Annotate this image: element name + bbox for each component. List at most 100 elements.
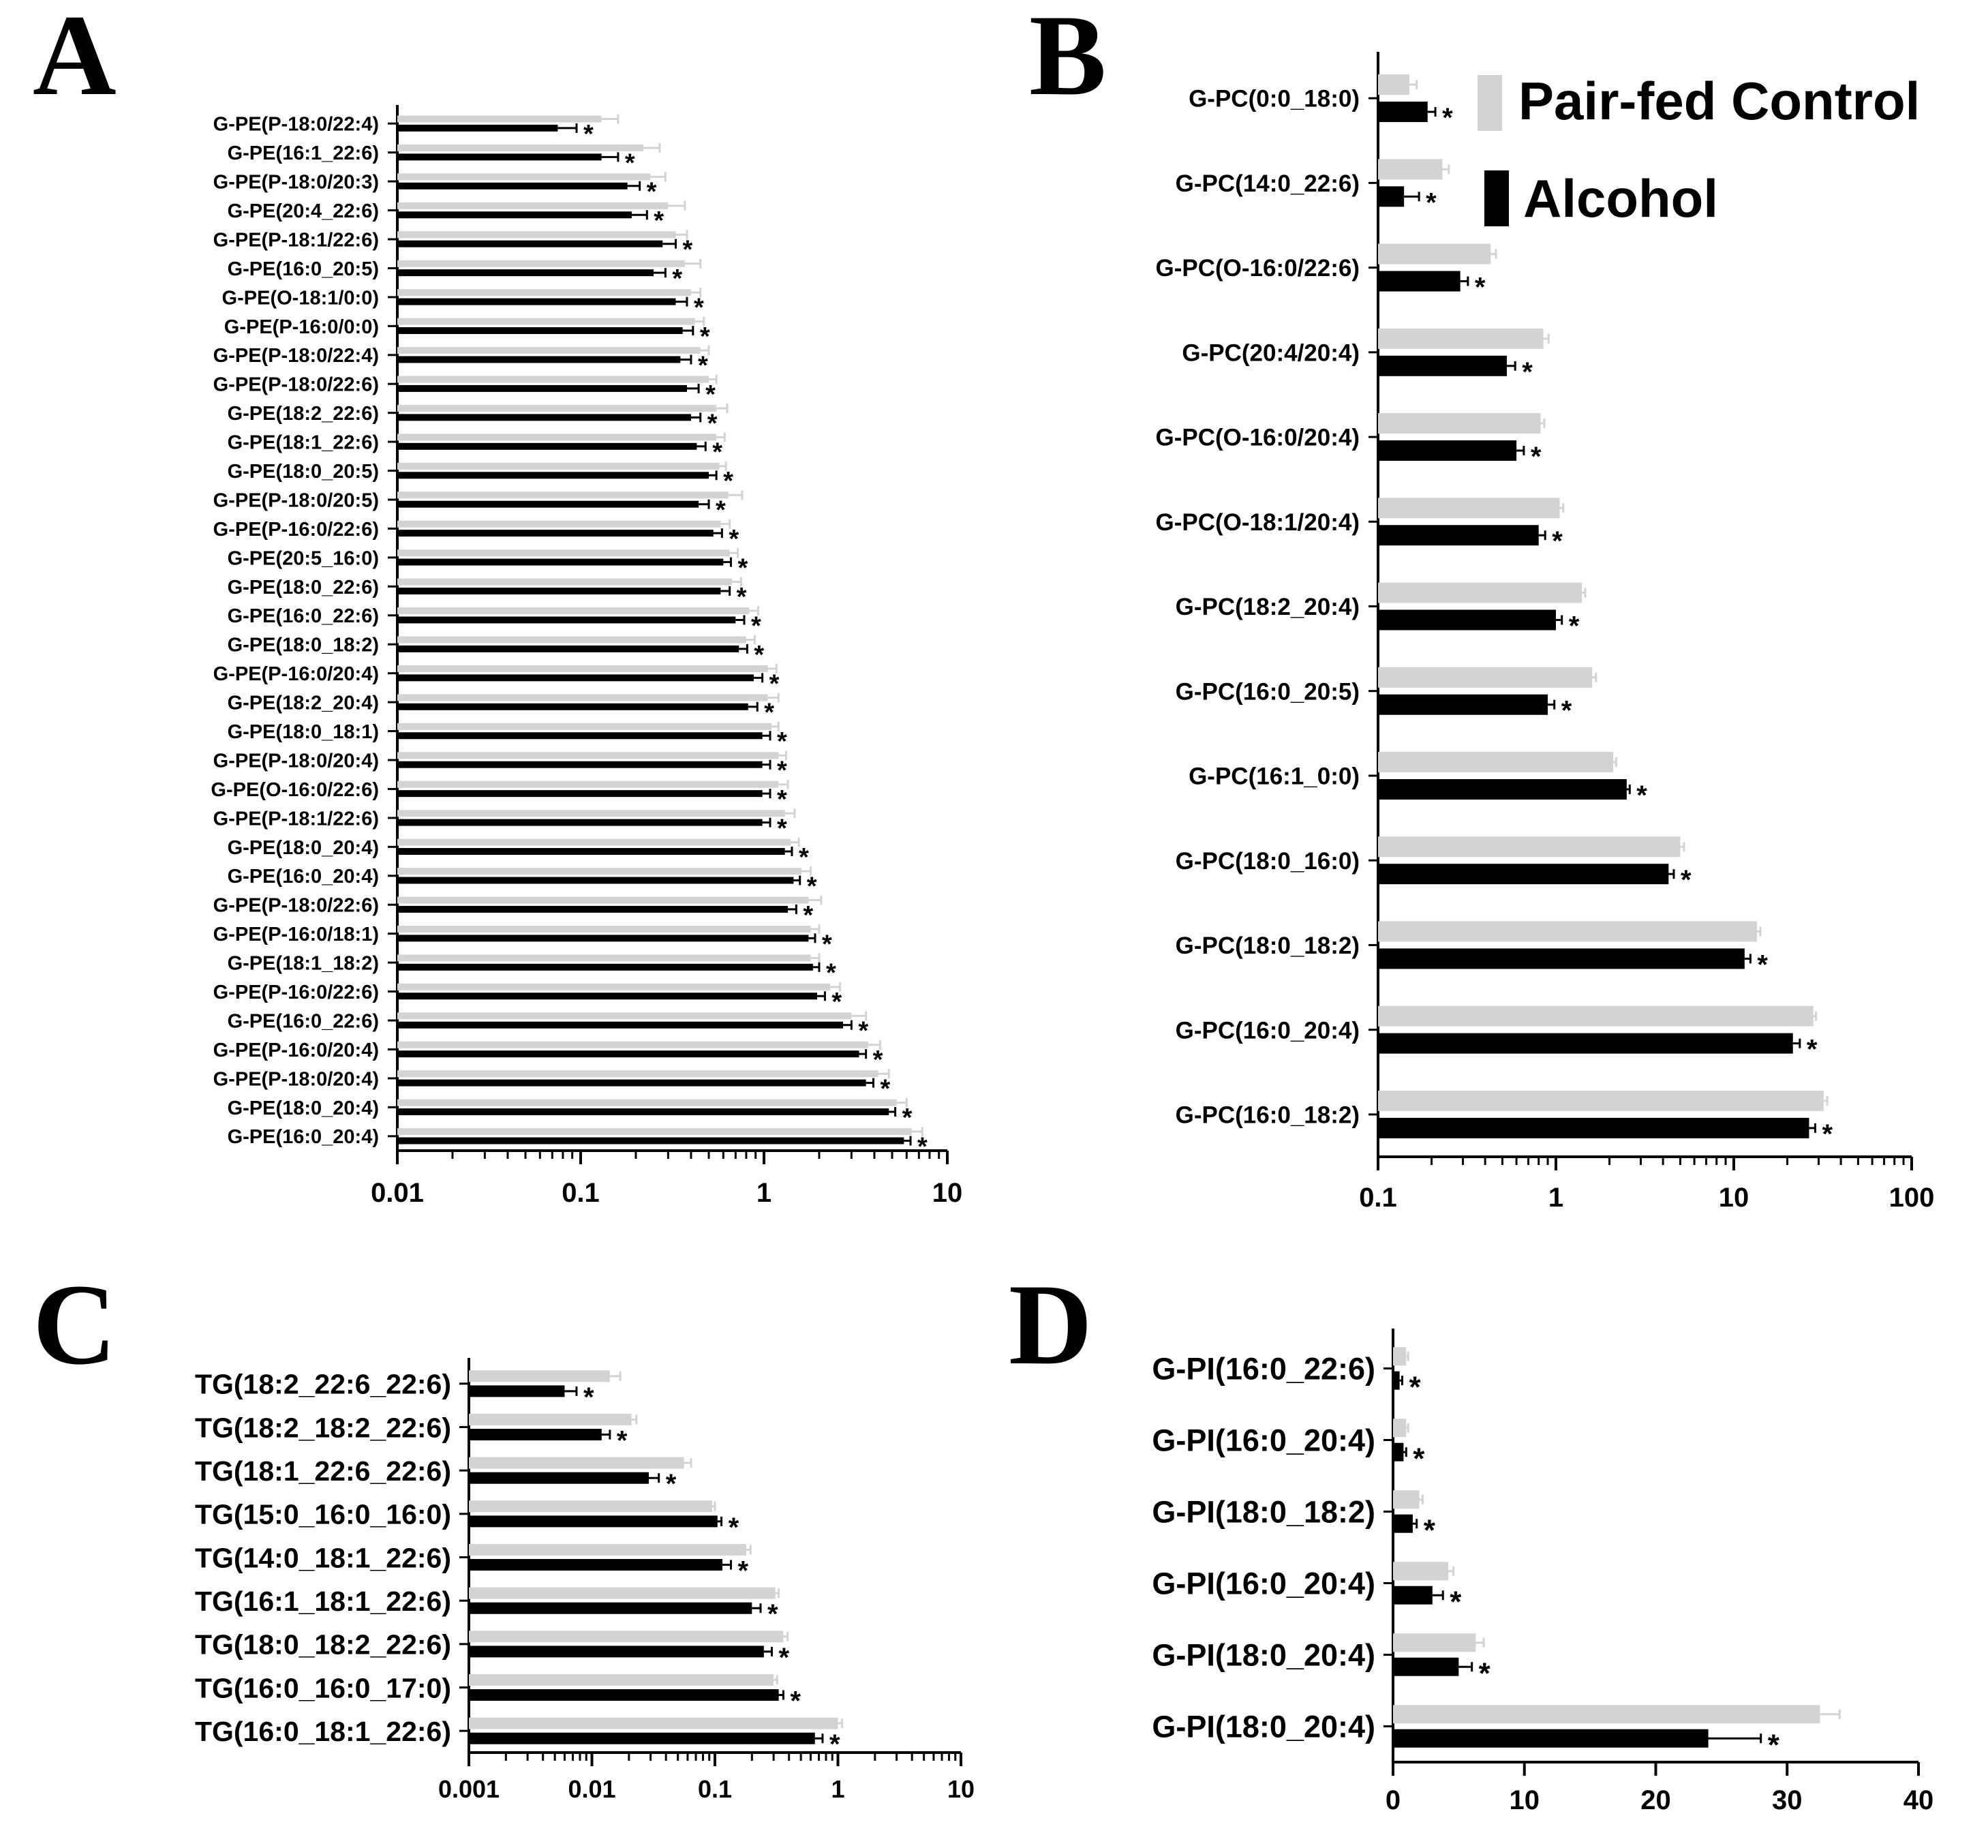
- significance-star: *: [1409, 1370, 1421, 1404]
- significance-star: *: [625, 149, 635, 177]
- panel-label-c: C: [33, 1260, 117, 1389]
- x-tick-label: 10: [1510, 1785, 1540, 1815]
- bar-control: [1378, 836, 1681, 858]
- bar-alcohol: [1378, 694, 1548, 715]
- bar-control: [397, 665, 768, 672]
- category-label: G-PE(18:0_20:5): [228, 461, 379, 483]
- significance-star: *: [1822, 1119, 1833, 1149]
- x-tick-label: 1: [756, 1178, 771, 1208]
- bar-alcohol: [397, 500, 699, 508]
- significance-star: *: [694, 293, 704, 322]
- category-label: TG(18:2_18:2_22:6): [195, 1412, 451, 1443]
- bar-alcohol: [469, 1385, 565, 1397]
- bar-alcohol: [397, 211, 632, 219]
- bar-alcohol: [397, 182, 628, 190]
- category-label: G-PC(16:0_18:2): [1176, 1102, 1360, 1128]
- significance-star: *: [583, 120, 594, 149]
- category-label: G-PE(P-18:0/22:4): [213, 114, 379, 136]
- category-label: G-PE(18:0_18:2): [228, 635, 379, 656]
- bar-alcohol: [397, 732, 763, 740]
- bar-control: [397, 1128, 912, 1136]
- significance-star: *: [723, 467, 733, 496]
- bar-alcohol: [1378, 440, 1517, 461]
- x-tick-label: 0.1: [562, 1178, 600, 1208]
- significance-star: *: [1807, 1035, 1818, 1065]
- significance-star: *: [777, 814, 787, 843]
- bar-alcohol: [397, 616, 736, 624]
- significance-star: *: [738, 1556, 749, 1586]
- bar-control: [397, 723, 772, 730]
- category-label: G-PE(18:0_22:6): [228, 577, 379, 599]
- bar-alcohol: [397, 993, 818, 1000]
- bar-control: [1378, 74, 1409, 95]
- bar-control: [1378, 159, 1443, 180]
- category-label: G-PE(P-18:0/22:6): [213, 374, 379, 396]
- significance-star: *: [647, 178, 657, 207]
- bar-alcohol: [397, 153, 602, 161]
- bar-alcohol: [397, 356, 681, 363]
- category-label: G-PC(16:1_0:0): [1189, 763, 1360, 790]
- significance-star: *: [707, 409, 718, 438]
- x-tick-label: 0: [1386, 1785, 1401, 1815]
- category-label: G-PE(16:0_20:5): [228, 258, 379, 280]
- bar-control: [397, 462, 720, 470]
- significance-star: *: [803, 901, 813, 930]
- significance-star: *: [777, 727, 787, 756]
- significance-star: *: [829, 1729, 840, 1759]
- significance-star: *: [799, 843, 809, 872]
- category-label: G-PE(18:1_22:6): [228, 432, 379, 454]
- category-label: G-PC(O-16:0/22:6): [1155, 255, 1360, 282]
- x-tick-label: 1: [831, 1775, 844, 1803]
- category-label: G-PC(20:4/20:4): [1182, 339, 1360, 366]
- bar-control: [397, 983, 831, 990]
- category-label: G-PE(18:0_20:4): [228, 837, 379, 859]
- bar-alcohol: [397, 269, 654, 277]
- significance-star: *: [778, 1643, 789, 1673]
- bar-control: [1378, 243, 1491, 264]
- significance-star: *: [698, 351, 708, 380]
- x-tick-label: 10: [947, 1775, 975, 1803]
- bar-control: [397, 1012, 852, 1020]
- category-label: TG(18:0_18:2_22:6): [195, 1629, 451, 1661]
- bar-control: [397, 781, 779, 788]
- bar-alcohol: [397, 935, 809, 942]
- significance-star: *: [873, 1046, 883, 1074]
- significance-star: *: [777, 785, 787, 814]
- bar-control: [469, 1717, 838, 1729]
- bar-control: [1393, 1705, 1820, 1724]
- panel-label-d: D: [1009, 1260, 1092, 1389]
- bar-alcohol: [469, 1602, 752, 1614]
- bar-alcohol: [1378, 525, 1539, 546]
- bar-control: [469, 1413, 632, 1425]
- bar-alcohol: [397, 877, 794, 884]
- bar-alcohol: [1378, 778, 1627, 800]
- category-label: G-PE(P-16:0/20:4): [213, 663, 379, 685]
- category-label: G-PI(16:0_20:4): [1152, 1423, 1375, 1458]
- significance-star: *: [858, 1017, 868, 1046]
- bar-control: [469, 1587, 776, 1599]
- bar-alcohol: [1378, 864, 1669, 885]
- category-label: G-PE(18:1_18:2): [228, 953, 379, 975]
- panel-c-chart: 0.001 0.01 0.1 1 10 TG(18:2_22:6_22:6) * TG(18:…: [195, 1358, 975, 1803]
- bar-alcohol: [397, 442, 697, 450]
- bar-control: [1393, 1419, 1407, 1438]
- category-label: G-PE(16:0_22:6): [228, 1010, 379, 1032]
- bar-alcohol: [397, 703, 748, 710]
- category-label: G-PE(P-18:0/20:4): [213, 750, 379, 772]
- category-label: G-PE(18:2_22:6): [228, 403, 379, 425]
- bar-alcohol: [469, 1689, 779, 1701]
- bar-control: [469, 1631, 784, 1643]
- category-label: G-PE(16:1_22:6): [228, 142, 379, 164]
- x-tick-label: 20: [1640, 1785, 1671, 1815]
- bar-control: [1378, 1005, 1814, 1027]
- bar-alcohol: [397, 472, 709, 479]
- category-label: G-PI(16:0_22:6): [1152, 1352, 1375, 1387]
- bar-control: [397, 144, 644, 151]
- bar-alcohol: [1393, 1371, 1400, 1390]
- category-label: G-PE(P-18:0/20:4): [213, 1068, 379, 1090]
- panel-a-chart: 0.01 0.1 1 10 G-PE(P-18:0/22:4) * G-PE(16:1_22…: [211, 105, 962, 1208]
- significance-star: *: [831, 988, 842, 1016]
- significance-star: *: [1757, 950, 1768, 980]
- bar-control: [397, 115, 602, 123]
